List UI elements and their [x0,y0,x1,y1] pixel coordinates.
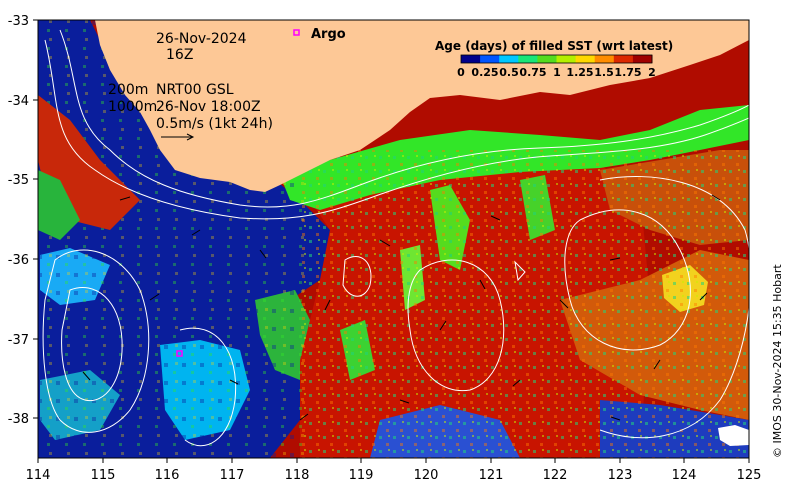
y-tick-label: -37 [8,333,29,348]
x-tick-label: 115 [91,468,116,483]
x-tick-label: 119 [349,468,374,483]
argo-legend-marker [293,29,300,36]
source-time-label: 26-Nov 18:00Z [156,99,261,115]
y-axis: -33 -34 -35 -36 -37 -38 [8,14,38,427]
bathymetry-contours [42,29,749,447]
source-label: NRT00 GSL [156,82,234,98]
argo-legend-label: Argo [311,27,346,42]
x-tick-label: 123 [608,468,633,483]
colorbar-swatch [575,55,596,63]
colorbar: Age (days) of filled SST (wrt latest) 0 … [435,39,673,79]
no-data-patch [718,425,749,446]
colorbar-swatch [556,55,577,63]
colorbar-swatch [613,55,634,63]
colorbar-tick-label: 1.25 [566,66,593,79]
colorbar-swatch [461,55,481,63]
credit-label: © IMOS 30-Nov-2024 15:35 Hobart [771,264,784,458]
x-tick-label: 114 [26,468,51,483]
colorbar-title: Age (days) of filled SST (wrt latest) [435,39,673,53]
y-tick-label: -35 [8,173,29,188]
x-tick-label: 118 [285,468,310,483]
shelf-green-northwest [38,170,80,240]
colorbar-swatch [499,55,519,63]
x-tick-label: 116 [155,468,180,483]
y-tick-label: -34 [8,94,29,109]
colorbar-tick-label: 2 [648,66,656,79]
speckle-texture-east [300,150,749,458]
colorbar-swatch [480,55,500,63]
colorbar-tick-label: 1.5 [594,66,614,79]
colorbar-swatch [594,55,615,63]
x-tick-label: 117 [220,468,245,483]
hour-label: 16Z [166,47,193,63]
y-tick-label: -38 [8,412,29,427]
x-tick-label: 120 [414,468,439,483]
vector-scale-arrow [161,133,195,141]
colorbar-swatch [537,55,557,63]
colorbar-swatch [518,55,538,63]
y-tick-label: -36 [8,253,29,268]
x-tick-label: 122 [543,468,568,483]
colorbar-tick-label: 0.25 [471,66,498,79]
plot-frame [37,19,750,459]
contour-1000m-label: 1000m [108,99,157,115]
x-axis: 114 115 116 117 118 119 120 121 122 123 … [26,458,762,483]
colorbar-swatches [461,55,653,63]
x-tick-label: 121 [479,468,504,483]
vector-scale-label: 0.5m/s (1kt 24h) [156,116,273,132]
colorbar-swatch [632,55,653,63]
colorbar-frame [460,54,653,64]
colorbar-tick-label: 1.75 [614,66,641,79]
current-vectors [82,194,721,421]
x-tick-label: 125 [737,468,762,483]
sst-map-area [38,20,749,458]
colorbar-tick-label: 0 [457,66,465,79]
argo-float-marker [176,350,183,357]
colorbar-tick-label: 1 [553,66,561,79]
date-label: 26-Nov-2024 [156,31,247,47]
x-tick-label: 124 [672,468,697,483]
y-tick-label: -33 [8,14,29,29]
colorbar-tick-label: 0.5 [499,66,519,79]
colorbar-tick-label: 0.75 [519,66,546,79]
contour-200m-label: 200m [108,82,148,98]
